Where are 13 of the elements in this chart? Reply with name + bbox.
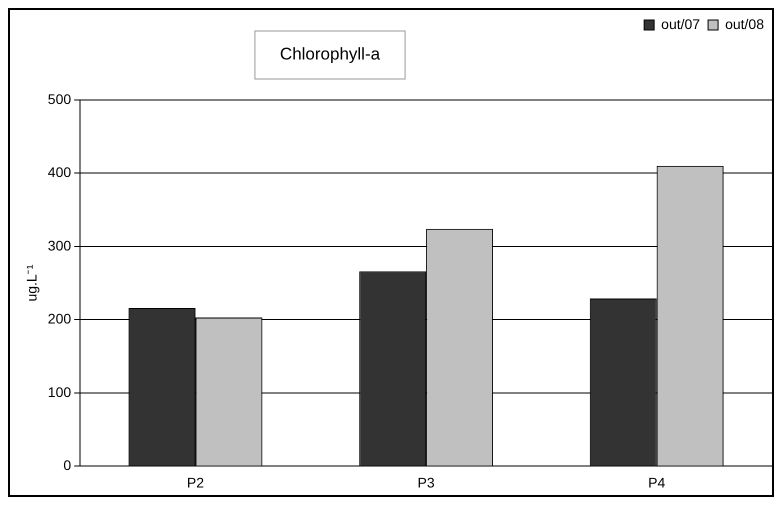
y-axis-title: ug.L⁻¹ [23, 264, 40, 302]
legend-label: out/07 [661, 16, 700, 32]
y-tick-label: 200 [48, 310, 72, 327]
x-tick-label: P3 [418, 474, 435, 490]
chart-title: Chlorophyll-a [280, 44, 381, 64]
x-tick-label: P4 [648, 474, 666, 490]
y-tick-label: 400 [48, 164, 72, 180]
x-tick-label: P2 [186, 474, 204, 490]
y-tick-label: 100 [48, 384, 72, 400]
y-tick-label: 500 [48, 90, 72, 107]
legend-label: out/08 [725, 16, 764, 32]
y-tick-label: 300 [48, 237, 72, 254]
y-tick-label: 0 [63, 457, 72, 474]
